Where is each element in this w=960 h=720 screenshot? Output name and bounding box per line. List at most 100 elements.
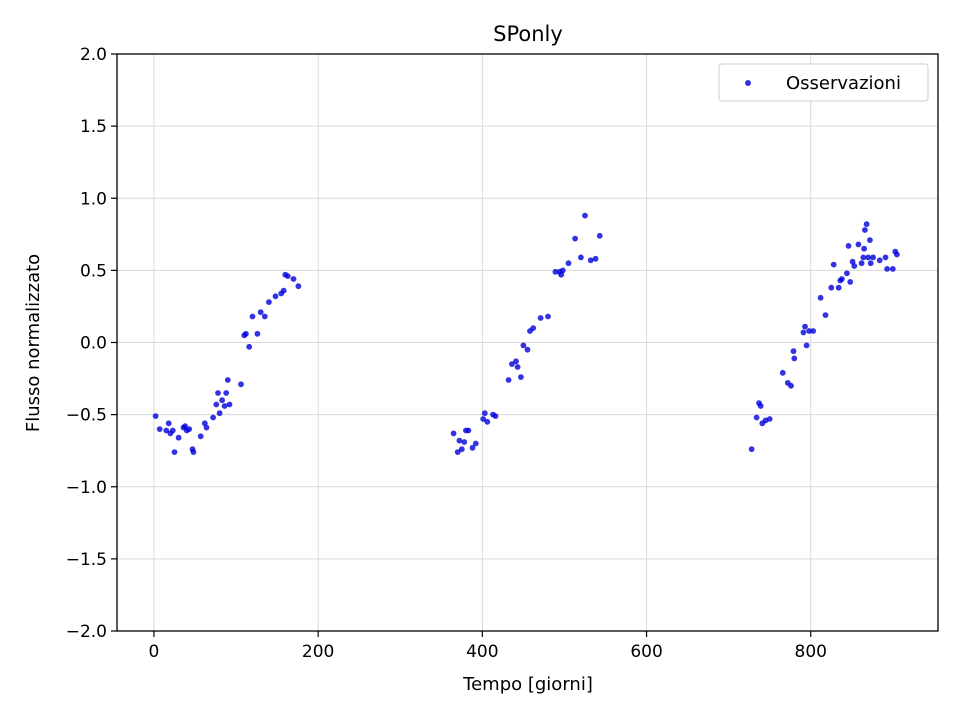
data-point [257,309,264,316]
data-point [870,254,876,261]
data-point [865,254,872,261]
data-point [858,260,865,267]
data-point [790,348,797,355]
data-point [810,328,817,334]
y-tick-label: 1.0 [80,189,107,209]
data-point [514,364,521,370]
data-point [186,426,193,432]
data-point [456,437,463,444]
data-point [559,267,566,274]
data-point [219,397,226,404]
data-point [171,449,178,455]
data-point [465,427,472,434]
data-point [461,439,468,445]
data-point [524,346,531,353]
x-tick-label: 200 [302,642,334,662]
data-point [565,260,572,267]
data-point [855,241,862,248]
data-point [458,446,465,453]
data-point [156,426,163,432]
y-tick-label: −0.5 [66,406,107,426]
data-point [802,323,808,330]
legend: Osservazioni [718,63,929,102]
y-tick-label: −1.0 [66,478,107,498]
legend-box [718,63,929,102]
y-axis: −2.0 −1.5 −1.0 −0.5 0.0 0.5 1.0 1.5 2.0 [66,45,117,642]
legend-label: Osservazioni [786,73,901,94]
data-point [592,255,599,262]
data-point [582,212,588,219]
data-point [175,434,182,441]
data-point [839,276,845,282]
y-tick-label: 0.0 [80,334,107,354]
data-point [518,374,524,380]
data-point [520,342,527,349]
y-tick-label: −2.0 [66,622,107,642]
y-tick-label: 0.5 [80,261,107,281]
data-point [882,254,889,261]
data-point [480,416,487,422]
data-point [552,268,559,275]
data-point [450,430,457,437]
y-axis-label: Flusso normalizzato [23,254,44,432]
data-point [484,418,491,425]
data-point [163,427,170,434]
data-point [894,251,900,258]
data-point [860,254,867,261]
data-point [513,358,519,365]
data-point [272,293,279,300]
data-point [830,261,837,268]
data-point [587,257,594,264]
x-axis-label: Tempo [giorni] [462,674,593,695]
data-point [261,313,268,320]
y-tick-label: −1.5 [66,550,107,570]
data-point [578,254,584,261]
data-point [788,382,794,389]
data-point [213,401,220,408]
data-point [505,377,512,383]
data-point [851,263,858,269]
x-axis: 0 200 400 600 800 [149,631,827,662]
data-point [454,449,461,455]
data-point [472,440,479,447]
data-point [254,330,261,337]
data-point [828,284,835,291]
data-point [572,235,578,242]
data-point [537,315,544,321]
data-point [509,361,515,367]
data-point [884,266,890,272]
data-point [753,414,760,421]
data-point [165,420,172,427]
data-point [215,390,221,396]
data-point [748,446,755,453]
data-point [238,381,244,388]
data-point [863,221,870,228]
data-point [169,427,176,434]
data-point [469,444,476,451]
data-point [197,433,204,440]
data-point [249,313,256,320]
data-point [835,284,842,291]
data-point [226,401,233,408]
data-point [290,276,297,282]
data-point [246,343,253,350]
data-point [243,330,249,337]
data-point [492,413,499,419]
data-point [822,312,829,318]
data-point [295,283,302,290]
data-point [221,403,228,409]
data-point [844,270,850,277]
data-point [800,329,807,336]
data-point [284,273,291,279]
data-point [889,266,896,272]
data-point [223,390,230,396]
data-point [224,377,231,383]
data-point [791,355,798,362]
data-point [280,287,287,294]
data-point [190,449,197,455]
scatter-points [152,212,900,455]
data-point [867,237,873,244]
data-point [530,325,537,331]
data-point [803,342,810,349]
